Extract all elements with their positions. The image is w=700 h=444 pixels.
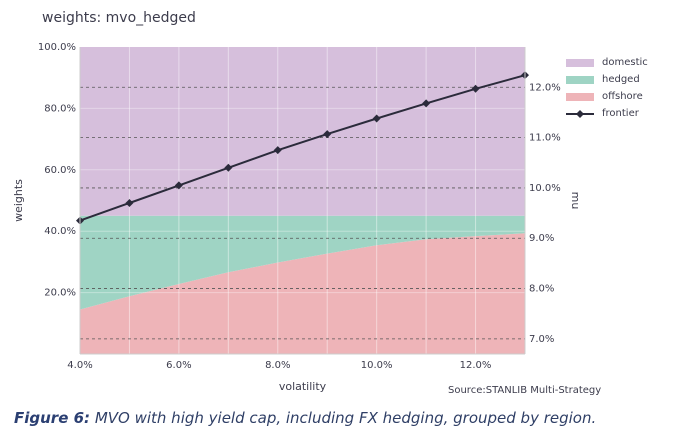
area-hedged	[80, 215, 525, 310]
x-tick-label: 4.0%	[67, 360, 92, 371]
legend-label-domestic: domestic	[602, 57, 648, 68]
legend-label-hedged: hedged	[602, 74, 640, 85]
legend-swatch-hedged	[566, 75, 594, 84]
legend-item-offshore: offshore	[566, 88, 648, 105]
y-right-tick-label: 7.0%	[529, 334, 554, 345]
area-offshore	[80, 233, 525, 354]
legend-item-domestic: domestic	[566, 54, 648, 71]
frontier-point	[372, 114, 381, 123]
y-right-tick-label: 8.0%	[529, 284, 554, 295]
y-left-tick-label: 60.0%	[44, 165, 76, 176]
y-right-tick-label: 11.0%	[529, 133, 561, 144]
legend-label-offshore: offshore	[602, 91, 643, 102]
y-left-tick-label: 100.0%	[38, 42, 76, 53]
y-left-tick-label: 20.0%	[44, 288, 76, 299]
legend-swatch-domestic	[566, 58, 594, 67]
plot-layer	[80, 47, 525, 354]
legend-item-hedged: hedged	[566, 71, 648, 88]
figure-caption: Figure 6: MVO with high yield cap, inclu…	[14, 409, 596, 427]
y-left-tick-label: 80.0%	[44, 103, 76, 114]
frontier-point	[323, 130, 332, 139]
area-domestic	[80, 47, 525, 216]
y-right-tick-label: 10.0%	[529, 183, 561, 194]
caption-lead: Figure 6:	[14, 409, 91, 427]
y-right-tick-label: 9.0%	[529, 233, 554, 244]
y-left-tick-label: 40.0%	[44, 226, 76, 237]
x-tick-label: 8.0%	[265, 360, 290, 371]
source-note: Source:STANLIB Multi-Strategy	[448, 385, 602, 396]
y-axis-right-label: mu	[569, 192, 582, 210]
frontier-point	[273, 146, 282, 155]
x-tick-label: 6.0%	[166, 360, 191, 371]
x-axis-label: volatility	[279, 380, 327, 393]
y-axis-left-label: weights	[12, 179, 25, 222]
legend-swatch-offshore	[566, 92, 594, 101]
frontier-point	[125, 199, 134, 208]
frontier-point	[224, 163, 233, 172]
chart-legend: domestic hedged offshore frontier	[566, 54, 648, 122]
caption-text: MVO with high yield cap, including FX he…	[90, 409, 597, 427]
legend-swatch-frontier	[566, 109, 594, 118]
legend-label-frontier: frontier	[602, 108, 639, 119]
grid-layer	[79, 47, 526, 354]
axis-layer: 4.0% 6.0% 8.0% 10.0% 12.0% 20.0% 40.0% 60.0% 80.…	[12, 42, 582, 393]
frontier-point	[471, 84, 480, 93]
y-right-tick-label: 12.0%	[529, 82, 561, 93]
x-tick-label: 10.0%	[361, 360, 393, 371]
x-tick-label: 12.0%	[460, 360, 492, 371]
frontier-point	[174, 181, 183, 190]
chart-title: weights: mvo_hedged	[42, 10, 196, 26]
legend-item-frontier: frontier	[566, 105, 648, 122]
frontier-line	[79, 74, 526, 222]
frontier-point	[422, 99, 431, 108]
